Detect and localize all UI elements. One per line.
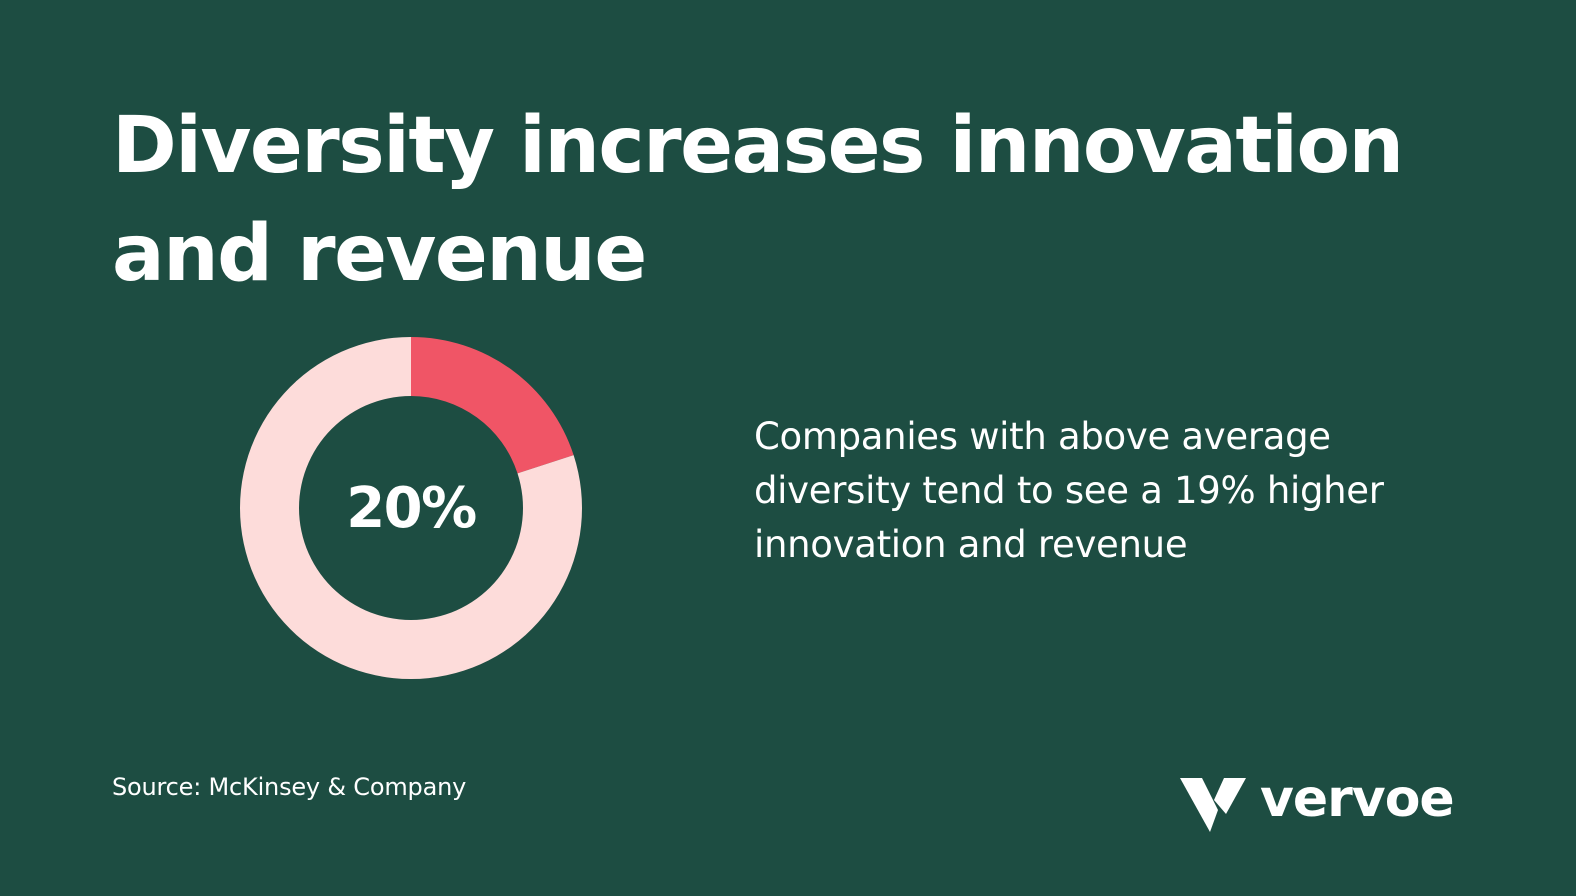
vervoe-logo-icon [1180, 778, 1246, 832]
brand-name: vervoe [1260, 769, 1455, 829]
brand-logo: vervoe [1180, 769, 1455, 836]
donut-chart [239, 337, 582, 679]
description-text: Companies with above average diversity t… [754, 415, 1384, 566]
page-title: Diversity increases innovation and reven… [112, 101, 1404, 299]
donut-slice-highlight [411, 337, 574, 474]
source-citation: Source: McKinsey & Company [112, 773, 467, 801]
donut-slice-remainder [239, 337, 582, 679]
